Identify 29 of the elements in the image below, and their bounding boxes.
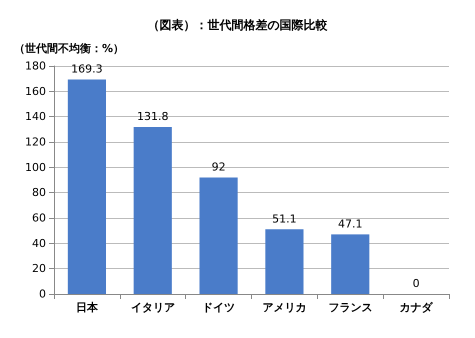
- y-tick-label: 120: [25, 136, 46, 148]
- x-tick-label: イタリア: [130, 301, 175, 314]
- x-tick-label: ドイツ: [202, 301, 236, 314]
- data-label: 47.1: [338, 217, 362, 230]
- x-tick-label: カナダ: [400, 301, 434, 314]
- y-tick-label: 60: [32, 212, 46, 224]
- data-label: 169.3: [71, 62, 103, 76]
- x-tick-label: 日本: [76, 301, 99, 314]
- y-tick-label: 160: [25, 84, 46, 98]
- x-tick-label: フランス: [328, 301, 372, 314]
- bar: [134, 127, 172, 294]
- bar: [331, 234, 370, 294]
- y-tick-label: 0: [39, 288, 46, 300]
- y-tick-label: 140: [25, 110, 46, 124]
- y-tick-label: 20: [32, 262, 46, 276]
- bar: [265, 229, 304, 294]
- y-tick-label: 180: [25, 60, 46, 72]
- chart-title: （図表）：世代間格差の国際比較: [148, 18, 328, 32]
- y-tick-label: 40: [32, 236, 46, 250]
- y-tick-label: 100: [25, 160, 46, 174]
- data-label: 92: [212, 160, 226, 174]
- y-axis-title: （世代間不均衡：%）: [14, 42, 124, 55]
- data-label: 51.1: [272, 212, 297, 226]
- bar: [199, 177, 238, 294]
- y-tick-label: 80: [32, 186, 46, 200]
- x-tick-label: アメリカ: [262, 301, 306, 314]
- bar: [68, 80, 106, 294]
- data-label: 131.8: [137, 110, 168, 124]
- data-label: 0: [412, 277, 420, 290]
